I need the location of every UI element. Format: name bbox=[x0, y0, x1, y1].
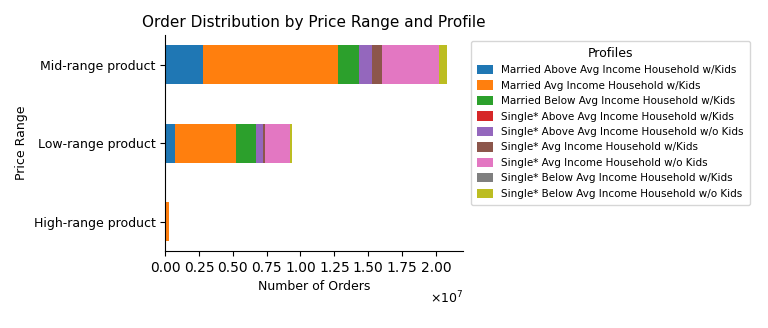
Title: Order Distribution by Price Range and Profile: Order Distribution by Price Range and Pr… bbox=[142, 15, 486, 30]
X-axis label: Number of Orders: Number of Orders bbox=[258, 280, 370, 293]
Bar bbox=[236, 124, 256, 163]
Bar bbox=[165, 45, 203, 84]
Bar bbox=[256, 124, 263, 163]
Bar bbox=[439, 45, 447, 84]
Bar bbox=[174, 124, 236, 163]
Bar bbox=[263, 124, 265, 163]
Bar bbox=[382, 45, 439, 84]
Bar bbox=[359, 45, 372, 84]
Bar bbox=[166, 202, 168, 241]
Text: $\times10^7$: $\times10^7$ bbox=[429, 290, 463, 306]
Y-axis label: Price Range: Price Range bbox=[15, 106, 28, 180]
Bar bbox=[372, 45, 382, 84]
Bar bbox=[203, 45, 339, 84]
Bar bbox=[290, 124, 293, 163]
Legend: Married Above Avg Income Household w/Kids, Married Avg Income Household w/Kids, : Married Above Avg Income Household w/Kid… bbox=[471, 41, 750, 205]
Bar bbox=[339, 45, 359, 84]
Bar bbox=[265, 124, 290, 163]
Bar bbox=[165, 124, 174, 163]
